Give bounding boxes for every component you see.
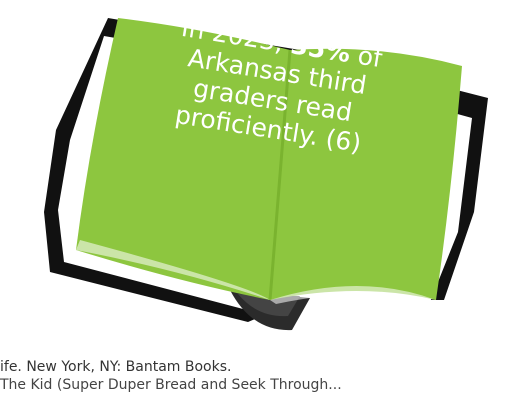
citation-line-2: The Kid (Super Duper Bread and Seek Thro… — [0, 377, 342, 393]
book-center-fold — [268, 49, 292, 301]
citation-line-1: ife. New York, NY: Bantam Books. — [0, 359, 232, 375]
book-left-page — [76, 18, 290, 300]
book-right-page — [270, 48, 462, 300]
page-curl-bottom — [76, 240, 436, 304]
